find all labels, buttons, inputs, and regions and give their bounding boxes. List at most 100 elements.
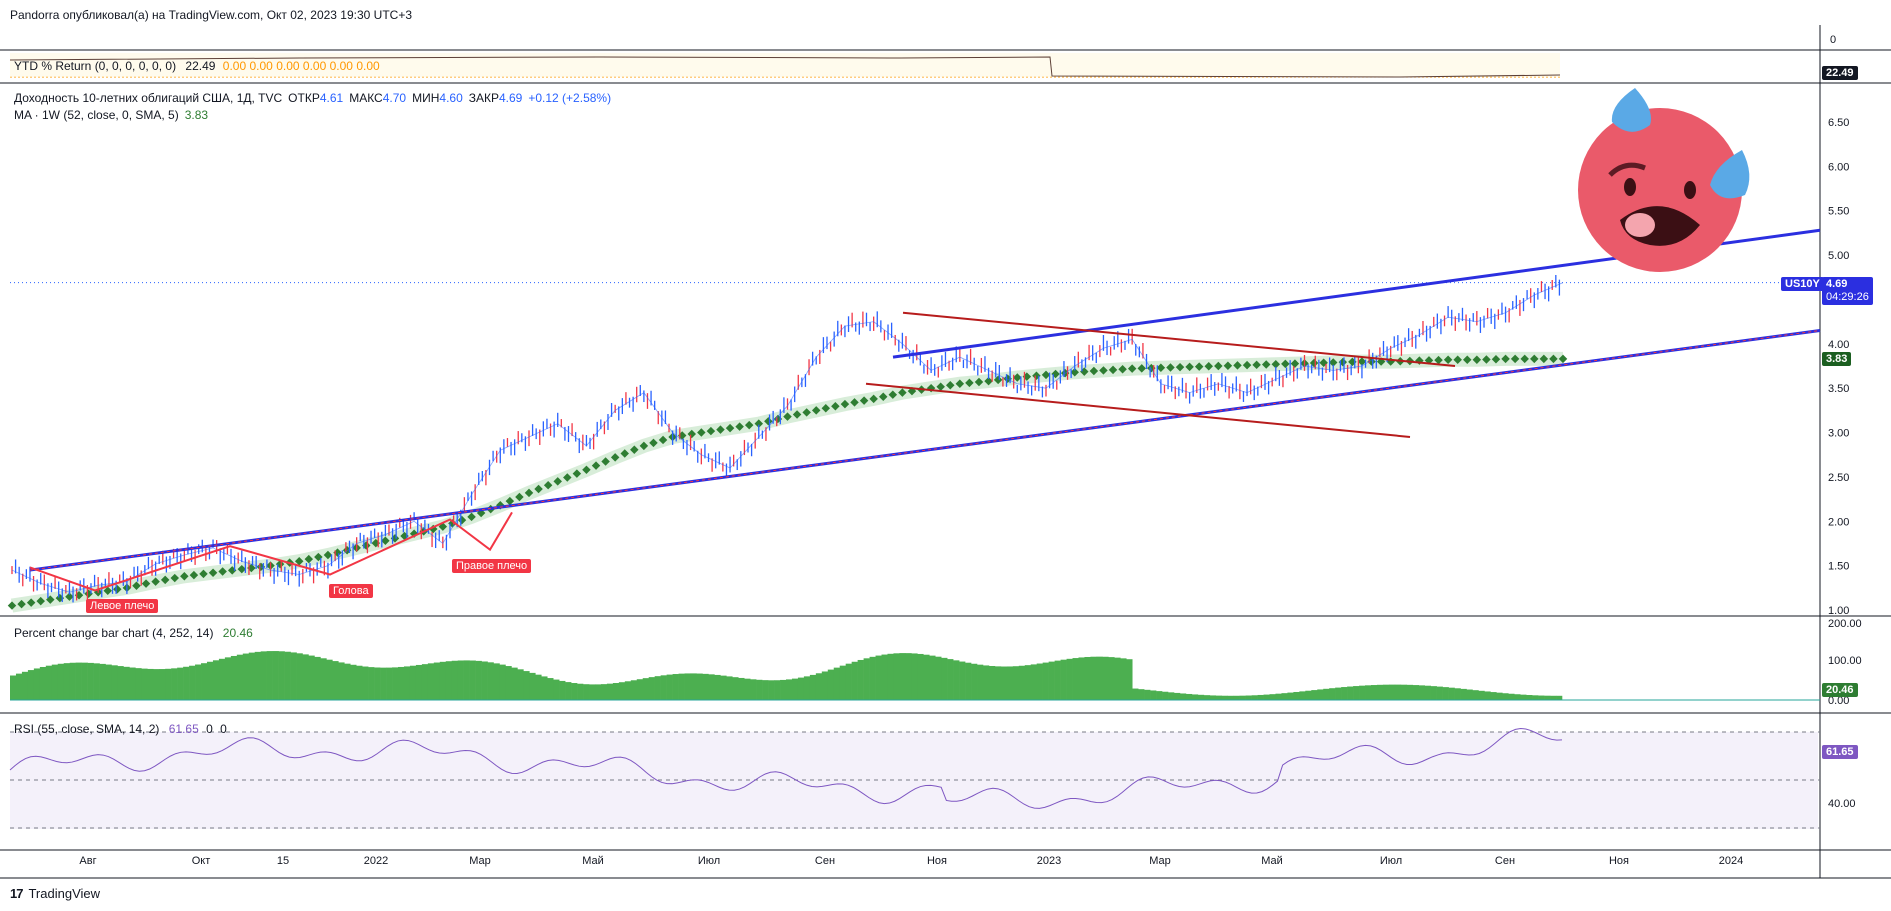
pct-bar	[523, 671, 530, 700]
ytd-value: 0.00	[356, 59, 380, 73]
ma-point	[1530, 354, 1539, 364]
close-label: ЗАКР	[468, 91, 499, 105]
pct-bar	[905, 653, 912, 700]
ma-point	[764, 417, 773, 426]
ma-point	[563, 473, 572, 482]
rsi-value: 0	[206, 722, 213, 736]
price-tick-label: 1.50	[1828, 561, 1849, 573]
pct-bar	[81, 662, 88, 700]
pct-bar	[1448, 687, 1455, 700]
pct-bar	[302, 654, 309, 700]
price-tick-label: 5.00	[1828, 250, 1849, 262]
pct-bar	[1508, 693, 1515, 700]
ma-point	[1013, 373, 1022, 382]
ma-point	[591, 461, 601, 470]
pct-bar	[499, 664, 506, 700]
head-shoulders-pattern	[29, 511, 513, 592]
pct-bar	[1496, 692, 1503, 700]
ma-point	[1194, 362, 1204, 371]
pct-tick-label: 0.00	[1828, 695, 1849, 707]
pct-bar	[171, 668, 178, 700]
price-tick-label: 6.00	[1828, 161, 1849, 173]
pct-bar	[386, 667, 393, 700]
pct-bar	[803, 676, 811, 700]
price-line	[11, 282, 1564, 593]
pct-bar	[553, 679, 560, 700]
ma-point	[630, 445, 639, 454]
pct-bar	[153, 669, 160, 700]
ma-point	[878, 392, 888, 402]
ma-point	[1214, 361, 1223, 371]
pct-bar	[529, 672, 536, 700]
pct-bar	[1144, 689, 1151, 700]
symbol-badge: US10Y	[1781, 277, 1824, 291]
pct-bar	[374, 667, 381, 700]
pct-bar	[1388, 684, 1396, 700]
pct-bar	[624, 681, 632, 700]
pct-bar	[10, 675, 17, 700]
pct-bar	[392, 667, 399, 700]
ma-point	[1328, 358, 1338, 367]
pct-bar	[505, 666, 512, 700]
pct-bar	[75, 662, 82, 700]
ma-point	[687, 429, 697, 439]
pct-bar	[409, 665, 417, 700]
ma-point	[1290, 359, 1300, 368]
ma-point	[888, 390, 898, 399]
pct-bar	[1048, 661, 1055, 700]
long-trendline-dash	[29, 330, 1821, 571]
pct-bar	[1376, 684, 1384, 700]
pct-bar	[541, 676, 548, 700]
pct-bar	[1532, 695, 1539, 700]
price-value: 4.69	[1826, 278, 1848, 290]
pct-bar	[1347, 686, 1354, 700]
ma-point	[294, 556, 304, 566]
pct-bar	[1000, 666, 1008, 700]
pct-bar	[201, 663, 208, 700]
ma-point	[1491, 354, 1501, 364]
pct-bar	[887, 653, 894, 700]
right-shoulder-label: Правое плечо	[452, 559, 532, 573]
ma-point	[304, 554, 314, 564]
change-value: +0.12 (+2.58%)	[528, 91, 612, 105]
face-circle	[1578, 108, 1742, 272]
pct-bar	[1179, 693, 1187, 700]
ma-point	[821, 404, 831, 413]
pct-bar	[1293, 691, 1300, 700]
pct-bar	[1263, 694, 1270, 700]
price-tick-label: 6.50	[1828, 117, 1849, 129]
pct-bar	[869, 656, 876, 700]
pct-bar	[768, 680, 775, 700]
pct-bar	[1078, 657, 1085, 700]
ytd-name: YTD % Return (0, 0, 0, 0, 0, 0)	[14, 59, 177, 73]
pct-badge: 20.46	[1822, 683, 1858, 697]
pct-bar	[1132, 688, 1139, 700]
pct-bar	[135, 668, 142, 700]
time-tick-label: Мар	[469, 855, 491, 867]
pct-bar	[600, 684, 608, 700]
pct-bar	[350, 664, 357, 700]
tradingview-brand[interactable]: 17 TradingView	[10, 886, 100, 901]
pct-bar	[720, 675, 727, 700]
ma-point	[1549, 354, 1558, 364]
pct-bar	[1460, 688, 1467, 700]
pct-bar	[218, 658, 226, 700]
pct-bar	[1090, 656, 1097, 700]
ma-point	[831, 401, 840, 411]
pct-bar	[648, 677, 655, 700]
pct-bar	[1538, 695, 1545, 700]
pct-legend: Percent change bar chart (4, 252, 14) 20…	[14, 626, 253, 640]
pct-bar	[708, 674, 715, 700]
ma-point	[1137, 364, 1146, 373]
pct-bar	[1066, 658, 1073, 700]
low-value: 4.60	[439, 91, 463, 105]
pct-bar	[338, 662, 345, 700]
pct-bar	[618, 682, 626, 700]
time-tick-label: Ноя	[927, 855, 947, 867]
sweat-drop	[1611, 88, 1651, 132]
pct-bar	[433, 662, 441, 700]
pct-bar	[33, 668, 41, 700]
ytd-value: 0.00	[302, 59, 327, 73]
pct-bar	[881, 654, 888, 700]
